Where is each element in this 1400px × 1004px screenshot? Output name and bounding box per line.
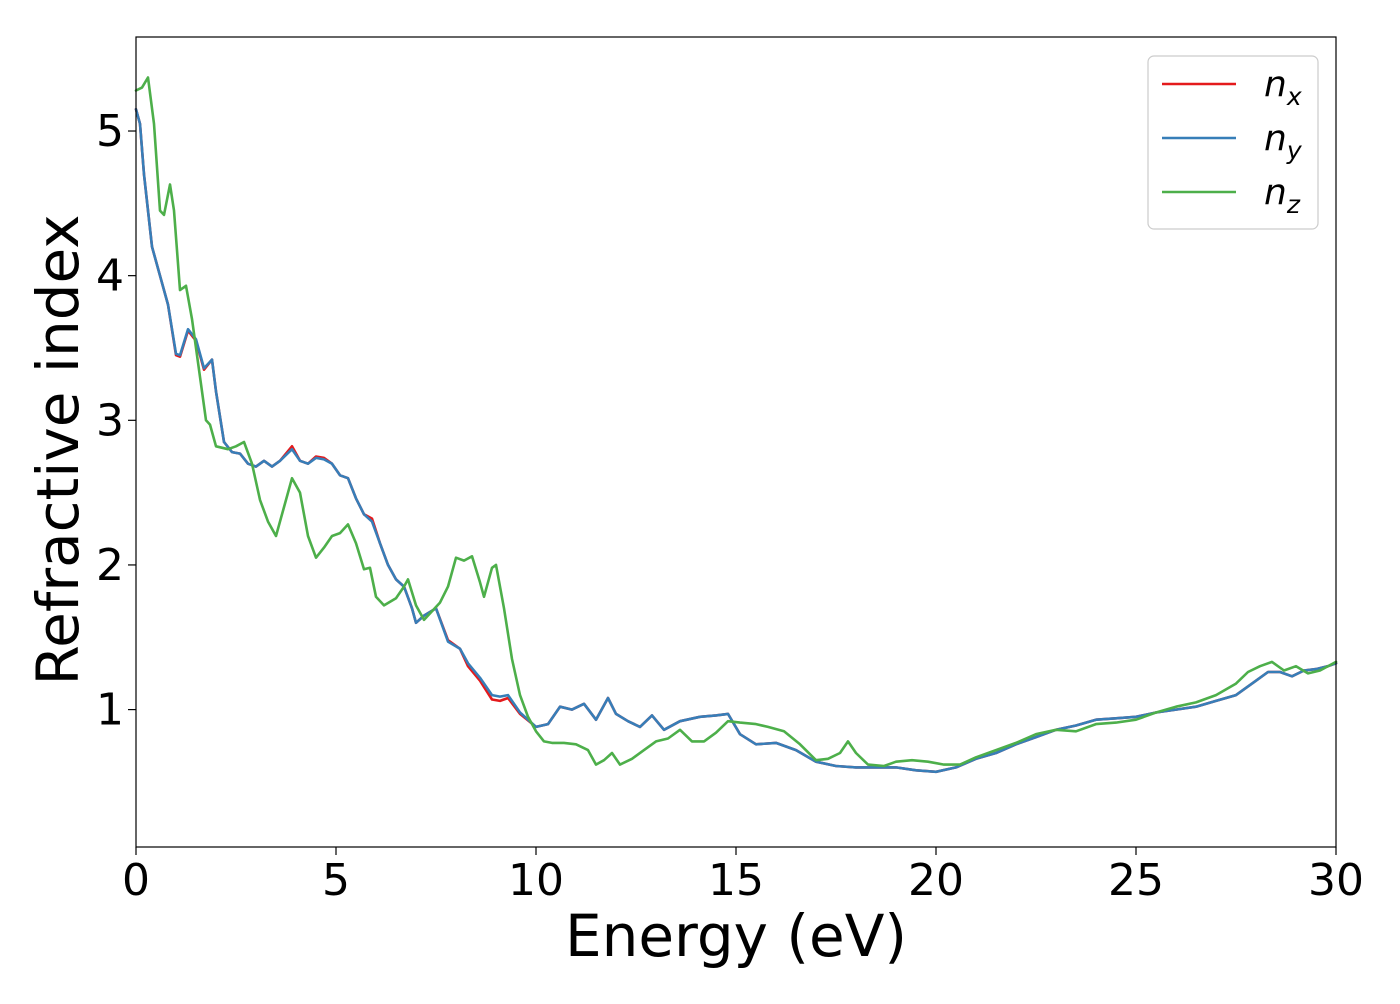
legend-label-z: nz	[1264, 172, 1301, 219]
x-axis-ticks: 0 5 10 15 20 25 30	[122, 847, 1364, 906]
x-tick-label: 25	[1108, 855, 1164, 906]
legend-label-x: nx	[1264, 64, 1302, 111]
x-tick-label: 0	[122, 855, 150, 906]
y-axis-label: Refractive index	[24, 214, 92, 685]
series-layer	[134, 76, 1338, 774]
y-axis-ticks: 1 2 3 4 5	[96, 106, 136, 736]
y-tick-label: 4	[96, 251, 124, 302]
y-tick-label: 2	[96, 540, 124, 591]
series-line-z	[134, 76, 1338, 768]
x-tick-label: 15	[708, 855, 764, 906]
series-line-y	[134, 108, 1338, 774]
legend-box	[1147, 55, 1319, 230]
x-axis-label: Energy (eV)	[565, 902, 907, 970]
legend: nx ny nz	[1147, 55, 1319, 230]
x-tick-label: 20	[908, 855, 964, 906]
x-tick-label: 30	[1308, 855, 1364, 906]
y-tick-label: 3	[96, 395, 124, 446]
y-tick-label: 5	[96, 106, 124, 157]
x-tick-label: 10	[508, 855, 564, 906]
x-tick-label: 5	[322, 855, 350, 906]
legend-label-y: ny	[1264, 118, 1303, 165]
y-tick-label: 1	[96, 685, 124, 736]
